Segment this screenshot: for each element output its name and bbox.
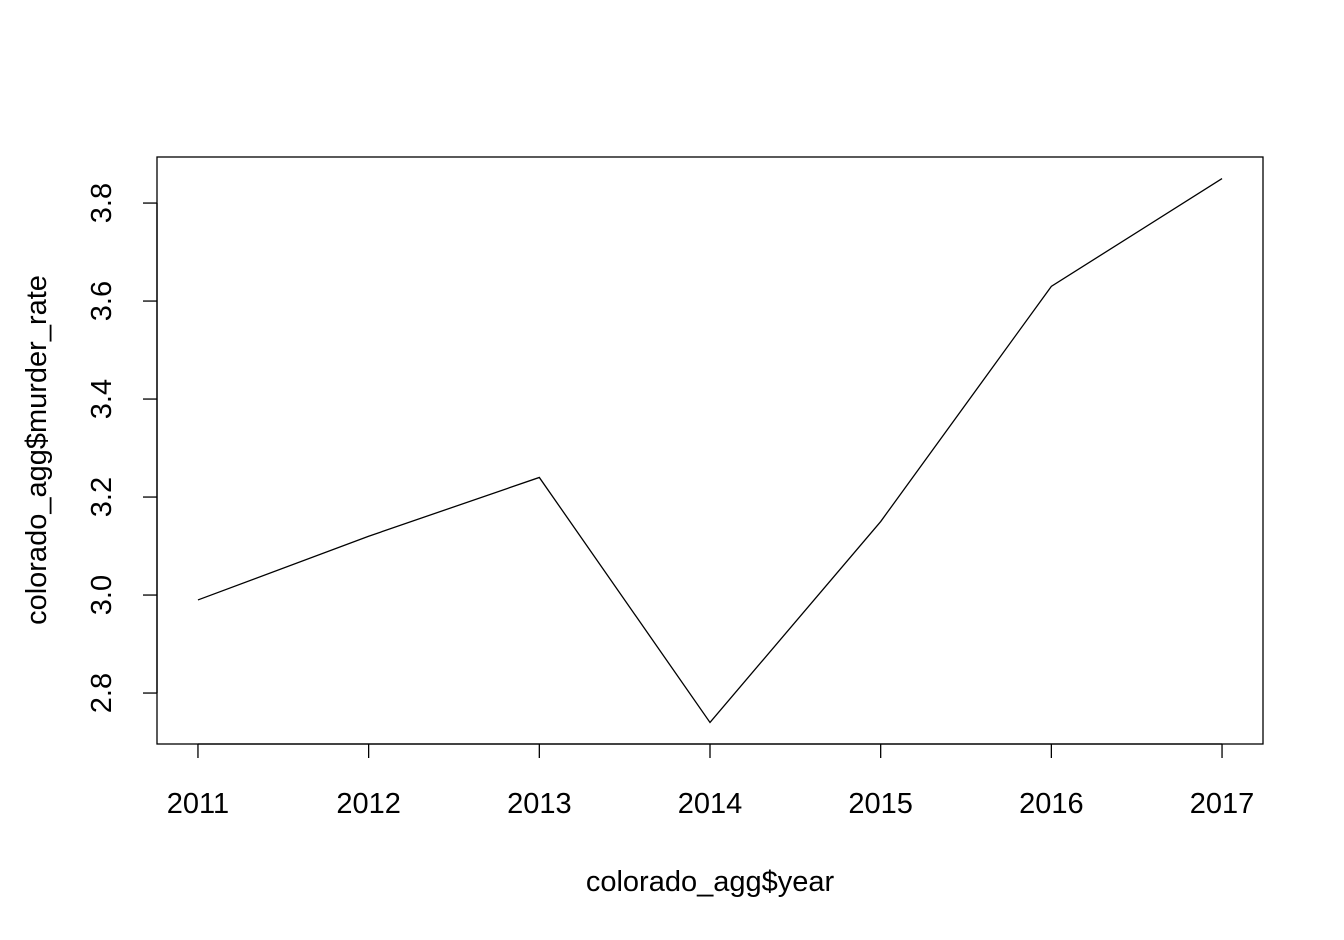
x-tick-label: 2015 bbox=[848, 788, 913, 820]
x-tick-label: 2017 bbox=[1190, 788, 1255, 820]
y-axis: 2.8 3.0 3.2 3.4 3.6 3.8 bbox=[86, 183, 158, 713]
y-tick-label: 3.2 bbox=[86, 477, 118, 517]
y-axis-title: colorado_agg$murder_rate bbox=[21, 275, 53, 625]
x-tick-label: 2012 bbox=[336, 788, 401, 820]
y-tick-label: 2.8 bbox=[86, 673, 118, 713]
x-axis: 2011 2012 2013 2014 2015 2016 2017 bbox=[167, 743, 1255, 820]
x-tick-label: 2014 bbox=[678, 788, 743, 820]
plot-frame bbox=[156, 156, 1264, 745]
series-layer bbox=[197, 178, 1223, 724]
y-tick-label: 3.6 bbox=[86, 281, 118, 321]
y-tick-label: 3.4 bbox=[86, 379, 118, 419]
y-tick-label: 3.8 bbox=[86, 183, 118, 223]
x-axis-title: colorado_agg$year bbox=[586, 866, 835, 898]
series-line bbox=[197, 178, 1223, 724]
x-tick-label: 2011 bbox=[167, 788, 229, 820]
x-tick-label: 2016 bbox=[1019, 788, 1084, 820]
y-tick-label: 3.0 bbox=[86, 575, 118, 615]
x-tick-label: 2013 bbox=[507, 788, 572, 820]
